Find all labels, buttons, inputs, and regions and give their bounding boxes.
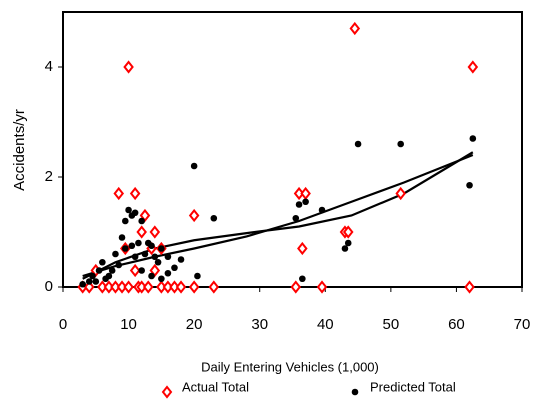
point	[290, 280, 302, 294]
y-tick-label: 4	[45, 58, 53, 75]
point	[135, 239, 142, 247]
point	[354, 140, 362, 148]
point	[177, 256, 185, 263]
legend-label: Predicted Total	[370, 379, 456, 394]
point	[121, 245, 129, 252]
point	[138, 217, 145, 225]
point	[397, 140, 404, 148]
point	[302, 198, 309, 206]
point	[131, 209, 139, 217]
point	[141, 250, 149, 258]
point	[92, 278, 100, 285]
point	[148, 272, 155, 280]
point	[341, 245, 349, 252]
point	[292, 214, 300, 222]
point	[151, 253, 159, 261]
point	[295, 201, 303, 208]
point	[129, 186, 141, 201]
x-tick-label: 50	[383, 316, 400, 333]
point	[188, 208, 200, 223]
point	[164, 269, 172, 277]
point	[154, 258, 162, 266]
point	[95, 267, 103, 274]
point	[188, 280, 200, 294]
point	[148, 242, 155, 250]
point	[467, 60, 479, 74]
point	[125, 206, 132, 214]
point	[89, 272, 96, 280]
point	[85, 278, 93, 285]
point	[318, 206, 326, 214]
legend-marker	[161, 385, 173, 399]
point	[469, 135, 477, 142]
point	[164, 253, 172, 261]
point	[171, 264, 178, 272]
x-tick-label: 10	[120, 316, 137, 333]
point	[79, 280, 86, 288]
point	[466, 181, 473, 189]
x-axis-title: Daily Entering Vehicles (1,000)	[201, 359, 379, 374]
point	[344, 239, 352, 247]
point	[123, 280, 134, 294]
point	[136, 225, 147, 239]
point	[149, 225, 161, 239]
y-tick-label: 0	[45, 278, 53, 295]
point	[142, 280, 154, 294]
point	[138, 267, 145, 274]
point	[131, 253, 139, 261]
point	[112, 250, 119, 258]
point	[128, 242, 136, 250]
point	[194, 272, 201, 280]
point	[464, 280, 475, 294]
x-tick-label: 60	[448, 316, 465, 333]
x-tick-label: 70	[514, 316, 531, 333]
x-tick-label: 40	[317, 316, 334, 333]
point	[190, 162, 198, 170]
trend-line	[82, 151, 474, 280]
point	[129, 263, 141, 278]
point	[108, 267, 116, 274]
point	[349, 21, 361, 36]
x-tick-label: 20	[186, 316, 203, 333]
legend-marker	[351, 388, 359, 396]
x-tick-label: 0	[59, 316, 67, 333]
point	[210, 214, 218, 222]
point	[83, 280, 95, 294]
point	[99, 258, 106, 266]
point	[158, 245, 165, 252]
x-tick-label: 30	[251, 316, 268, 333]
point	[208, 280, 220, 294]
point	[316, 280, 328, 294]
point	[395, 186, 406, 201]
point	[121, 217, 129, 225]
point	[300, 186, 311, 201]
point	[299, 275, 306, 283]
point	[158, 275, 165, 283]
point	[113, 186, 125, 201]
point	[115, 261, 123, 269]
y-tick-label: 2	[45, 168, 53, 185]
trend-line	[82, 153, 474, 278]
legend-label: Actual Total	[182, 379, 249, 394]
y-axis-title: Accidents/yr	[11, 109, 28, 191]
point	[342, 225, 354, 239]
point	[123, 60, 134, 74]
point	[297, 241, 308, 256]
point	[175, 280, 187, 294]
point	[118, 234, 126, 241]
point	[105, 272, 113, 280]
